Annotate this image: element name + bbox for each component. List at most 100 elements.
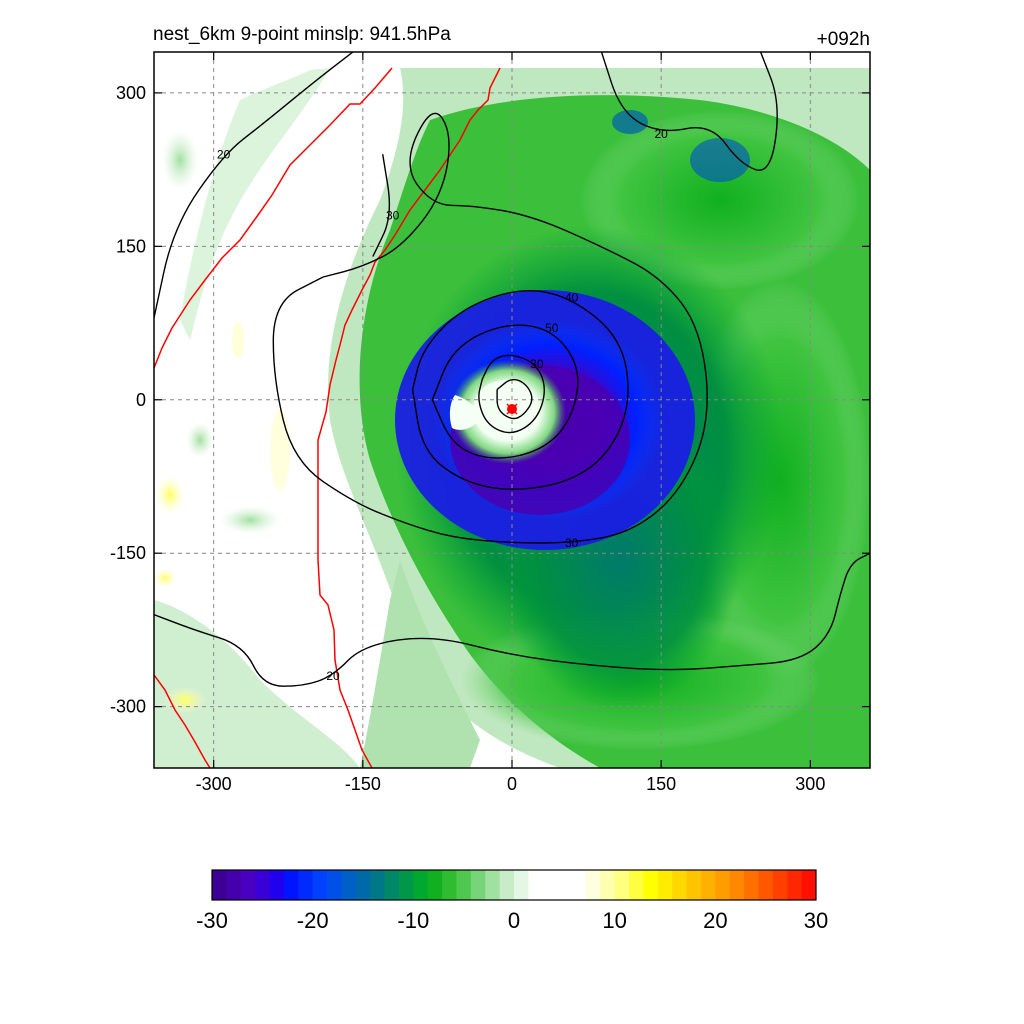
colorbar-swatch: [427, 870, 443, 900]
colorbar-swatch: [700, 870, 716, 900]
y-tick-label: 150: [116, 236, 146, 256]
light-green-lower-right: [360, 560, 480, 768]
contour-label: 30: [530, 357, 544, 371]
colorbar-swatch: [528, 870, 544, 900]
y-tick-label: 300: [116, 83, 146, 103]
colorbar-swatch: [571, 870, 587, 900]
figure-title: nest_6km 9-point minslp: 941.5hPa: [153, 24, 451, 45]
colorbar-tick-label: -20: [297, 908, 329, 933]
colorbar-tick-label: -30: [196, 908, 228, 933]
colorbar-swatch: [686, 870, 702, 900]
red-line-center: [317, 67, 501, 768]
eye-clear: [473, 380, 537, 440]
colorbar-swatch: [801, 870, 817, 900]
colorbar-swatch: [600, 870, 616, 900]
colorbar-swatch: [672, 870, 687, 900]
storm-center-marker: [506, 403, 518, 415]
yellow-patch: [232, 322, 244, 358]
forecast-hour: +092h: [817, 29, 870, 50]
green-speck: [162, 130, 198, 190]
colorbar-swatch: [470, 870, 486, 900]
contour-label: 30: [565, 536, 579, 550]
contour-30: [372, 154, 391, 257]
contour-20: [154, 52, 354, 319]
colorbar-tick-label: 30: [804, 908, 828, 933]
contour-label: 20: [217, 147, 231, 161]
contour-label: 30: [386, 209, 400, 223]
contour-label: 20: [326, 669, 340, 683]
dark-blue-patch: [612, 110, 648, 134]
colorbar-swatch: [398, 870, 414, 900]
x-tick-label: 300: [795, 774, 825, 794]
contour-50: [496, 378, 533, 420]
colorbar-swatch: [212, 870, 227, 900]
contour-label: 40: [565, 290, 579, 304]
colorbar-swatch: [772, 870, 788, 900]
colorbar-swatch: [413, 870, 429, 900]
light-green-left-strip: [180, 68, 330, 340]
colorbar-tick-label: 20: [703, 908, 727, 933]
yellow-patch: [154, 568, 177, 588]
colorbar-swatch: [744, 870, 759, 900]
x-tick-label: 150: [646, 774, 676, 794]
contour-label: 20: [654, 127, 668, 141]
y-axis-ticks: 300 150 0 -150 -300: [110, 83, 870, 717]
colorbar-swatch: [499, 870, 515, 900]
x-tick-label: 0: [507, 774, 517, 794]
light-green-lower-left: [154, 600, 360, 768]
y-tick-label: 0: [136, 390, 146, 410]
colorbar-swatch: [758, 870, 774, 900]
colorbar-swatch: [456, 870, 472, 900]
colorbar-swatch: [442, 870, 457, 900]
contour-30: [272, 112, 708, 544]
colorbar-swatch: [787, 870, 803, 900]
colorbar-tick-label: 10: [602, 908, 626, 933]
colorbar-swatch: [269, 870, 285, 900]
contour-20: [154, 552, 870, 687]
colorbar-swatch: [557, 870, 572, 900]
colorbar-swatch: [485, 870, 501, 900]
colorbar-swatch: [298, 870, 314, 900]
x-tick-label: -150: [345, 774, 381, 794]
contour-20: [600, 52, 778, 171]
dark-blue-patch: [690, 138, 750, 182]
colorbar-swatch: [657, 870, 673, 900]
storm-center-swirl: [506, 403, 518, 415]
y-tick-label: -300: [110, 697, 146, 717]
colorbar-swatch: [643, 870, 659, 900]
colorbar-swatch: [341, 870, 357, 900]
colorbar-swatch: [384, 870, 400, 900]
colorbar-frame: [211, 869, 817, 901]
colorbar-swatch: [355, 870, 371, 900]
colorbar-tick-label: 0: [508, 908, 520, 933]
contour-lines: 20 20 20 30 30 40 50 30: [154, 52, 870, 687]
colorbar-swatch: [715, 870, 731, 900]
contour-40: [411, 290, 629, 490]
green-speck: [186, 422, 214, 458]
x-tick-label: -300: [196, 774, 232, 794]
colorbar-swatch: [542, 870, 558, 900]
colorbar: -30 -20 -10 0 10 20 30: [196, 869, 828, 933]
green-speck: [220, 506, 280, 534]
contour-50: [431, 324, 579, 459]
contour-50: [478, 354, 545, 434]
colorbar-swatch: [514, 870, 529, 900]
colorbar-swatch: [255, 870, 270, 900]
red-line-southwest: [154, 674, 211, 768]
colorbar-swatch: [226, 870, 242, 900]
y-tick-label: -150: [110, 543, 146, 563]
contour-label: 50: [545, 321, 559, 335]
colorbar-swatch: [614, 870, 630, 900]
colorbar-swatch: [240, 870, 256, 900]
colorbar-swatch: [585, 870, 601, 900]
colorbar-swatch: [370, 870, 385, 900]
yellow-patch: [270, 410, 290, 490]
colorbar-swatch: [283, 870, 299, 900]
yellow-patch: [155, 475, 185, 515]
colorbar-swatch: [327, 870, 342, 900]
colorbar-swatch: [729, 870, 745, 900]
eye-notch-west: [449, 395, 480, 430]
x-axis-ticks: -300 -150 0 150 300: [196, 52, 825, 794]
colorbar-swatch: [629, 870, 644, 900]
